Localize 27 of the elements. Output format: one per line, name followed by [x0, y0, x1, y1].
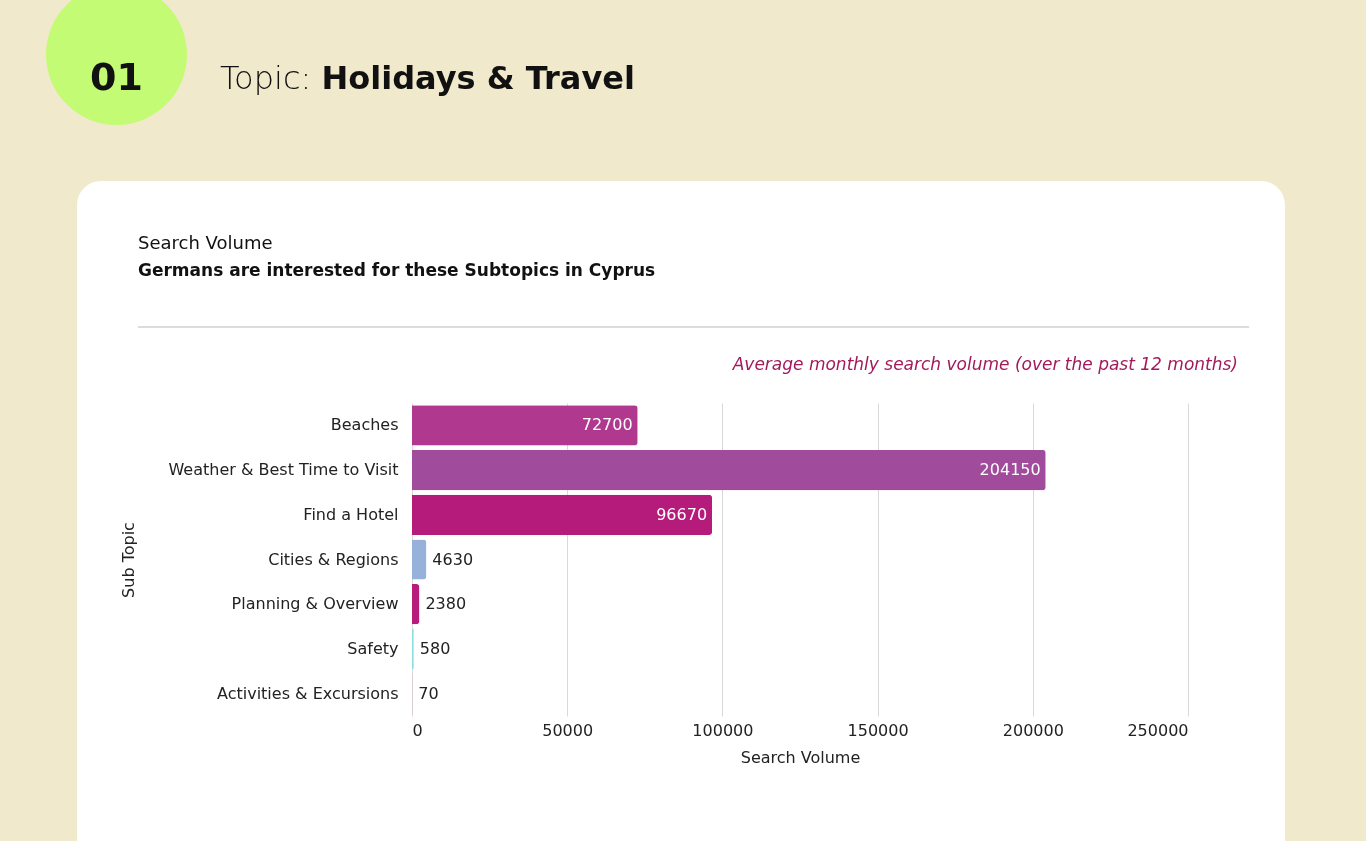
chart-subtitle: Germans are interested for these Subtopics in Cyprus	[138, 259, 656, 281]
y-tick-label: Beaches	[330, 415, 399, 435]
y-tick-label: Weather & Best Time to Visit	[168, 460, 399, 480]
y-tick-label: Cities & Regions	[268, 549, 399, 569]
y-tick-label: Activities & Excursions	[217, 683, 399, 703]
x-tick-label: 0	[412, 720, 423, 740]
y-tick-label: Planning & Overview	[231, 594, 399, 614]
x-tick-label: 200000	[1002, 720, 1064, 740]
data-label: 2380	[425, 594, 467, 614]
x-tick-label: 250000	[1127, 720, 1189, 740]
x-tick-label: 150000	[847, 720, 909, 740]
y-tick-label: Find a Hotel	[303, 504, 399, 524]
chart-title: Topic: Holidays & Travel	[220, 59, 635, 97]
x-tick-label: 100000	[692, 720, 754, 740]
data-label: 70	[418, 683, 439, 703]
x-tick-label: 50000	[542, 720, 594, 740]
data-label: 96670	[656, 504, 708, 524]
y-axis-title: Sub Topic	[118, 522, 138, 598]
data-label: 4630	[432, 549, 474, 569]
text: 01	[89, 55, 144, 99]
data-label: 72700	[581, 415, 633, 435]
x-axis-title: Search Volume	[740, 747, 861, 767]
data-label: 580	[419, 638, 451, 658]
y-tick-label: Safety	[347, 638, 399, 658]
text: Average monthly search volume (over the past 12 months)	[732, 353, 1238, 375]
data-label: 204150	[979, 460, 1041, 480]
text: Search Volume	[138, 232, 273, 254]
